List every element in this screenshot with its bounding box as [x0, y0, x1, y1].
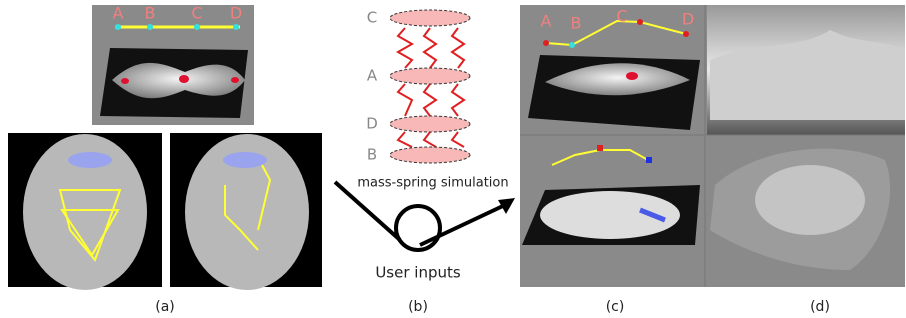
plate-label: A [367, 67, 378, 85]
panel-a-graph: A B C D [92, 4, 254, 126]
simulation-label: mass-spring simulation [357, 176, 508, 191]
plate-label: B [367, 146, 377, 164]
plate-label: C [367, 9, 377, 27]
node-label: D [682, 10, 694, 29]
node-label: A [541, 12, 552, 31]
figure: A B C D (a) C A D B mass-spring [0, 0, 906, 318]
node-label: A [113, 4, 124, 23]
input-label: User inputs [375, 264, 461, 282]
node-label: D [230, 4, 242, 23]
flow-arrow [335, 182, 505, 250]
node-label: C [191, 4, 202, 23]
panel-c-d [520, 5, 905, 287]
node-label: B [145, 4, 156, 23]
face-left [8, 133, 162, 290]
face-right [170, 133, 322, 290]
plate-label: D [366, 115, 378, 133]
caption: (d) [810, 299, 830, 315]
caption: (c) [606, 299, 625, 315]
node-label: B [571, 14, 582, 33]
caption: (a) [155, 299, 175, 315]
caption: (b) [408, 299, 428, 315]
node-label: C [616, 7, 627, 26]
